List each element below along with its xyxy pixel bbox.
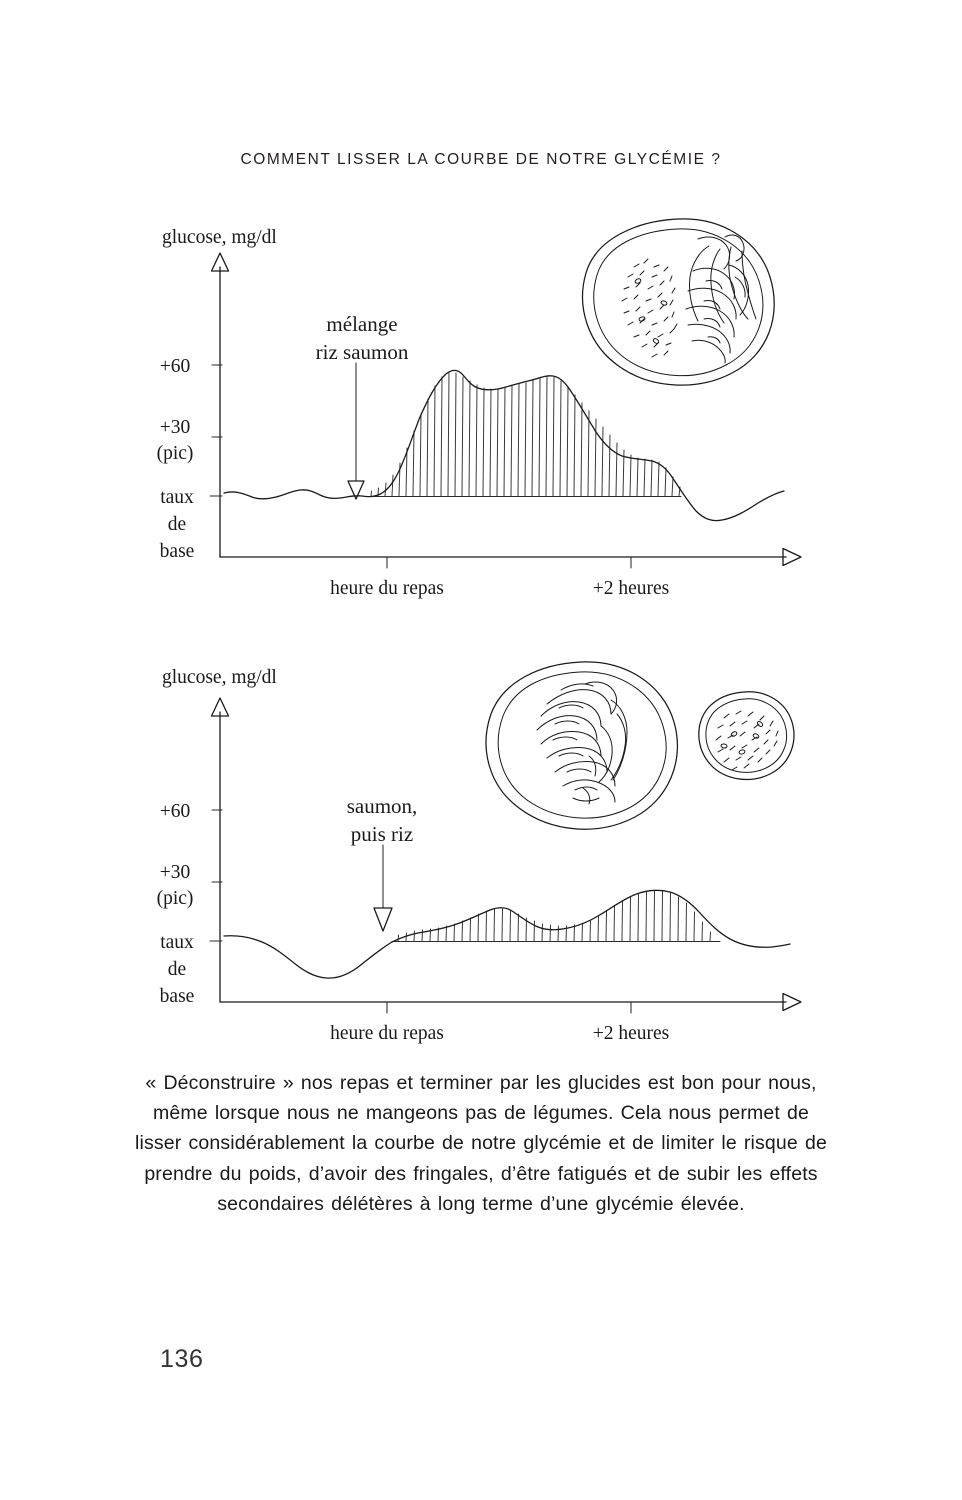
- y-ticks: [209, 809, 223, 942]
- figure-glycemia-mixed-meal: glucose, mg/dl +60 +30 (pic) taux: [0, 205, 962, 605]
- figure-caption: « Déconstruire » nos repas et terminer p…: [135, 1072, 827, 1215]
- x-tick-label-meal: heure du repas: [330, 578, 444, 599]
- y-tick-label-pic: (pic): [157, 888, 194, 909]
- y-axis-arrowhead: [210, 252, 230, 272]
- annotation-arrowhead: [373, 907, 393, 932]
- y-tick-label-taux: taux: [160, 487, 194, 508]
- glucose-curve: [223, 889, 791, 979]
- page-number: 136: [160, 1345, 204, 1373]
- y-ticks: [209, 364, 223, 497]
- y-tick-label-30: +30: [160, 417, 191, 438]
- annotation-line-2: puis riz: [351, 822, 413, 846]
- y-tick-label-taux: taux: [160, 932, 194, 953]
- x-axis-arrowhead: [782, 547, 802, 567]
- illustration-plate-salmon: [485, 661, 678, 830]
- annotation-arrow: [373, 844, 393, 932]
- y-axis-arrowhead: [210, 697, 230, 717]
- annotation-line-2: riz saumon: [316, 340, 409, 364]
- y-tick-label-60: +60: [160, 801, 191, 822]
- y-tick-label-60: +60: [160, 356, 191, 377]
- x-axis: [219, 547, 802, 567]
- x-axis-arrowhead: [782, 992, 802, 1012]
- y-tick-label-base: base: [160, 541, 195, 562]
- glucose-curve: [223, 369, 785, 522]
- y-tick-label-base: base: [160, 986, 195, 1007]
- annotation-arrow: [347, 362, 365, 500]
- x-tick-label-2h: +2 heures: [593, 578, 670, 599]
- area-hatching: [370, 371, 681, 497]
- x-ticks: [386, 1001, 632, 1014]
- y-tick-label-pic: (pic): [157, 443, 194, 464]
- y-tick-label-de: de: [168, 514, 186, 535]
- x-tick-label-2h: +2 heures: [593, 1023, 670, 1044]
- y-axis-label: glucose, mg/dl: [162, 667, 277, 688]
- illustration-plate-rice-salmon-mixed: [582, 218, 775, 386]
- running-head: COMMENT LISSER LA COURBE DE NOTRE GLYCÉM…: [240, 151, 722, 168]
- annotation-arrowhead: [347, 480, 365, 500]
- x-tick-label-meal: heure du repas: [330, 1023, 444, 1044]
- area-hatching: [397, 890, 711, 942]
- annotation-line-1: mélange: [326, 312, 397, 336]
- y-axis: [210, 252, 230, 558]
- annotation-line-1: saumon,: [347, 794, 418, 818]
- y-axis-label: glucose, mg/dl: [162, 227, 277, 248]
- figure-glycemia-sequenced-meal: glucose, mg/dl +60 +30 (pic) taux de bas…: [0, 650, 962, 1050]
- y-tick-label-de: de: [168, 959, 186, 980]
- x-ticks: [386, 556, 632, 569]
- y-axis: [210, 697, 230, 1003]
- illustration-bowl-of-rice: [698, 691, 795, 781]
- x-axis: [219, 992, 802, 1012]
- y-tick-label-30: +30: [160, 862, 191, 883]
